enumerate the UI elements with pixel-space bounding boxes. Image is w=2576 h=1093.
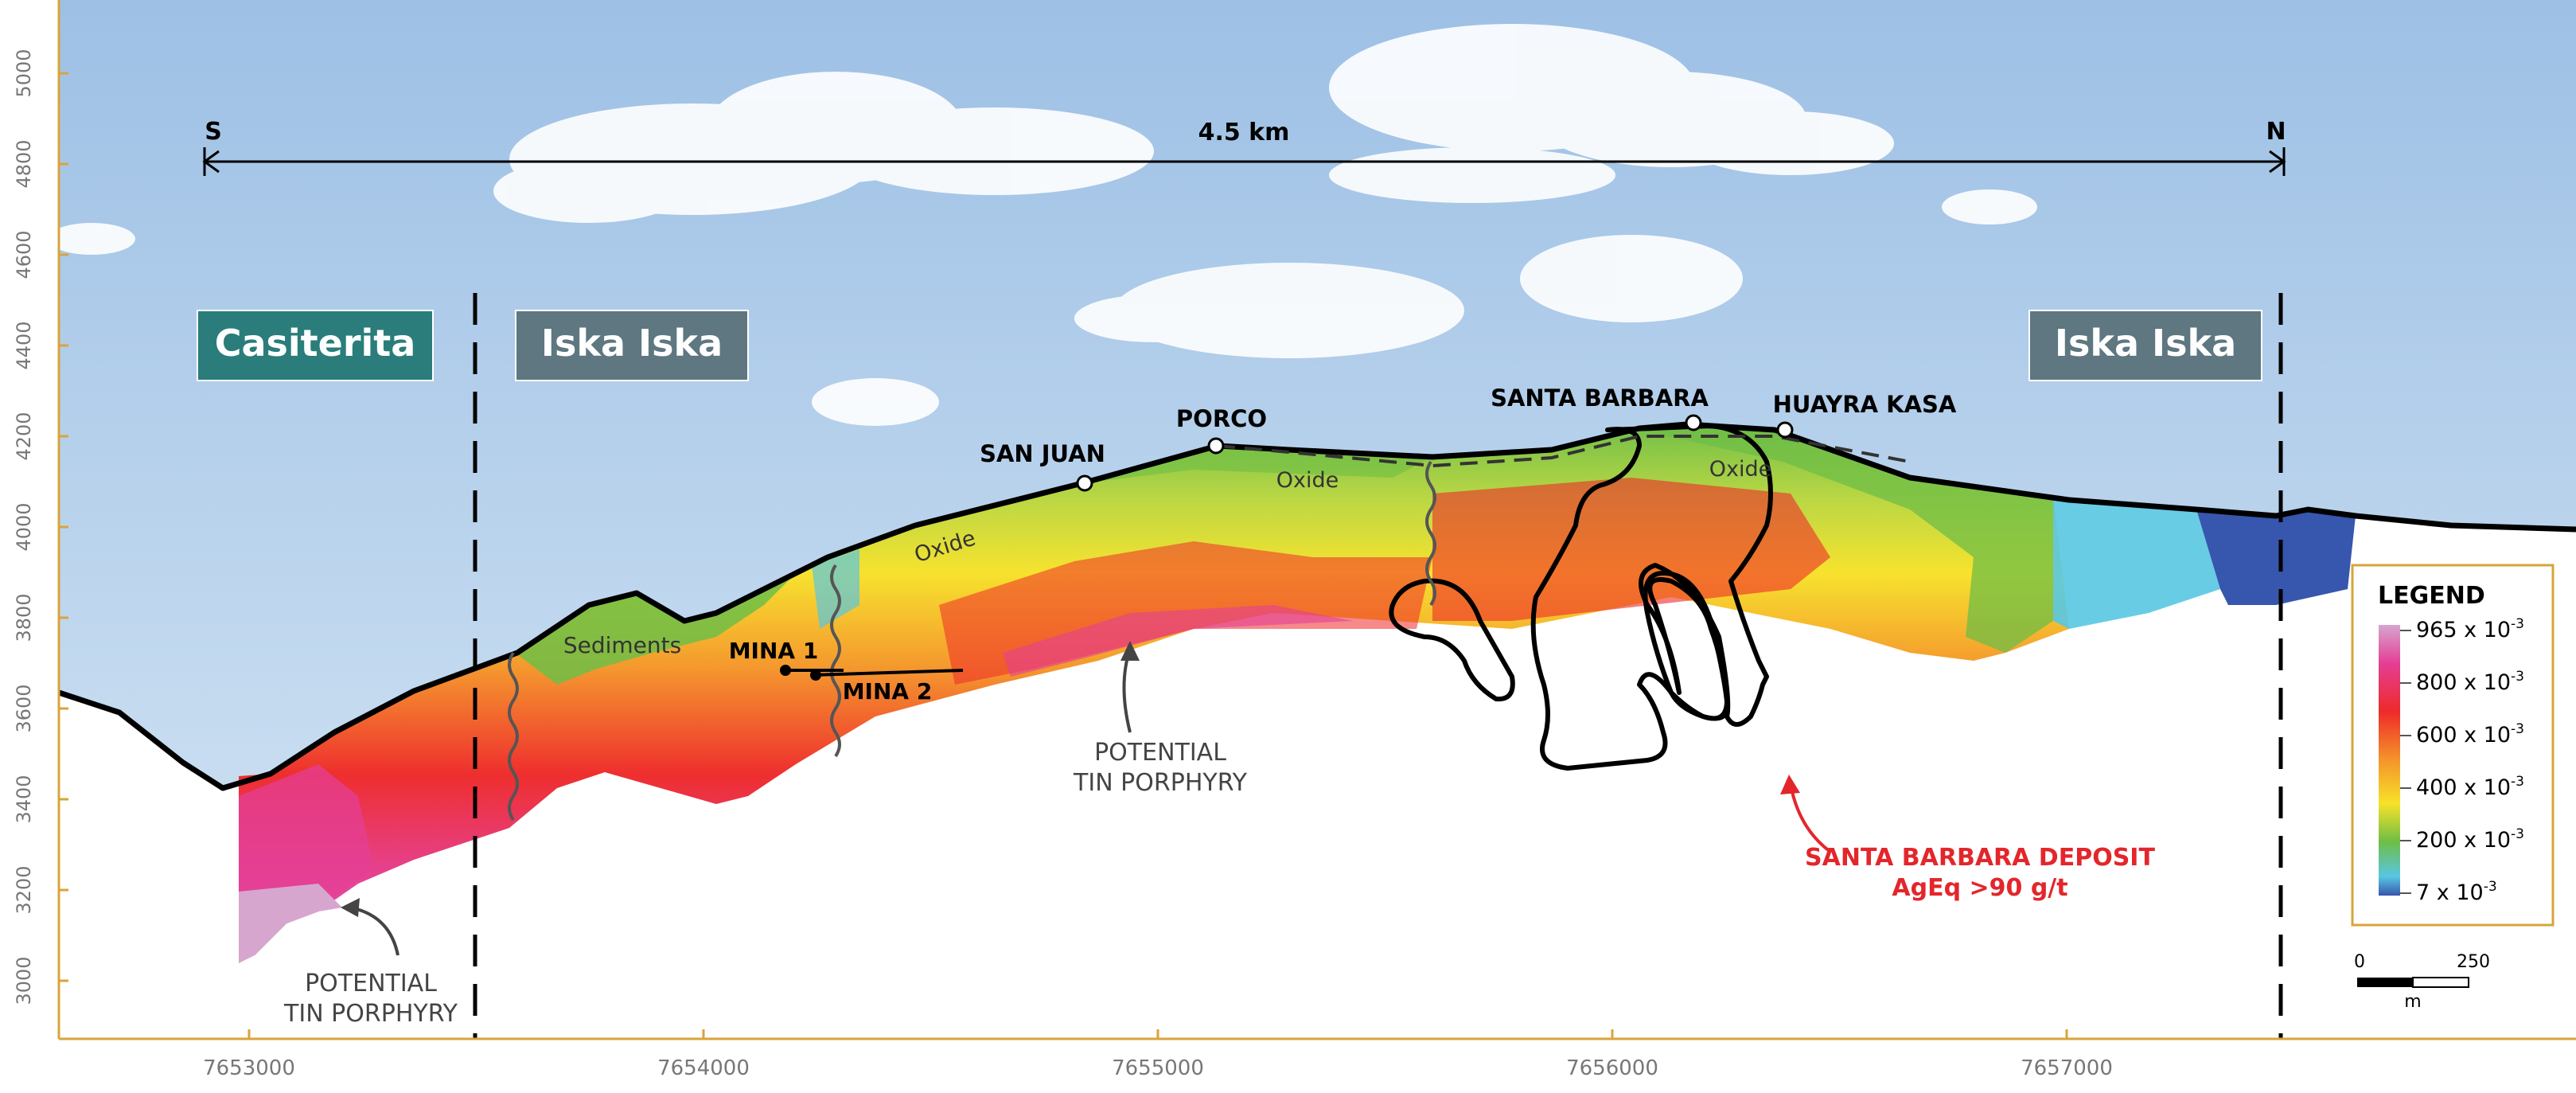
mina-1-label: MINA 1	[729, 638, 819, 664]
y-tick-label: 5000	[13, 49, 35, 97]
site-san-juan: SAN JUAN	[980, 440, 1105, 492]
north-label: N	[2266, 118, 2286, 146]
svg-text:SAN JUAN: SAN JUAN	[980, 440, 1105, 467]
y-tick-label: 3200	[13, 865, 35, 914]
svg-text:Casiterita: Casiterita	[215, 322, 416, 365]
y-tick-label: 3600	[13, 684, 35, 732]
svg-text:POTENTIAL: POTENTIAL	[305, 970, 437, 997]
x-tick-label: 7657000	[2021, 1056, 2113, 1080]
section-boundaries	[473, 293, 2283, 1039]
oxide-label-2: Oxide	[1709, 457, 1771, 482]
legend-value-label: 400 x 10-3	[2416, 774, 2524, 800]
legend-value-label: 200 x 10-3	[2416, 826, 2524, 853]
potential-tin-porphyry-left: POTENTIAL TIN PORPHYRY	[283, 898, 458, 1028]
drill-holes	[508, 460, 1436, 822]
scale-length-label: 4.5 km	[1198, 119, 1290, 146]
potential-tin-porphyry-center: POTENTIAL TIN PORPHYRY	[1073, 641, 1248, 797]
x-tick-label: 7654000	[657, 1056, 750, 1080]
svg-text:Iska Iska: Iska Iska	[541, 322, 723, 365]
svg-text:TIN PORPHYRY: TIN PORPHYRY	[283, 1000, 458, 1028]
topography-line	[57, 421, 2576, 791]
legend: LEGEND 965 x 10-3 800 x 10-3 600 x 10-3 400…	[2351, 564, 2555, 927]
svg-text:SANTA BARBARA DEPOSIT: SANTA BARBARA DEPOSIT	[1805, 844, 2155, 872]
y-tick-label: 4600	[13, 230, 35, 279]
santa-barbara-deposit-callout: SANTA BARBARA DEPOSIT AgEq >90 g/t	[1780, 775, 2155, 902]
svg-text:HUAYRA KASA: HUAYRA KASA	[1773, 391, 1957, 418]
distance-arrow	[202, 147, 2286, 176]
sediments-label: Sediments	[563, 632, 681, 658]
site-huayra-kasa: HUAYRA KASA	[1773, 391, 1957, 439]
y-tick-label: 3800	[13, 593, 35, 642]
south-label: S	[205, 118, 222, 146]
svg-text:SANTA BARBARA: SANTA BARBARA	[1491, 385, 1709, 412]
x-tick-label: 7653000	[203, 1056, 295, 1080]
svg-text:POTENTIAL: POTENTIAL	[1094, 739, 1226, 767]
x-tick-label: 7655000	[1112, 1056, 1204, 1080]
mina-2-label: MINA 2	[843, 678, 933, 705]
scale-bar: 0 250 m	[2354, 952, 2490, 1012]
legend-value-label: 600 x 10-3	[2416, 721, 2524, 748]
site-santa-barbara: SANTA BARBARA	[1491, 385, 1709, 431]
y-tick-label: 3000	[13, 956, 35, 1005]
svg-text:PORCO: PORCO	[1176, 405, 1267, 432]
y-tick-label: 4200	[13, 412, 35, 460]
y-tick-label: 4000	[13, 502, 35, 551]
legend-color-bar	[2379, 625, 2400, 896]
ore-body-outlines	[1389, 424, 1773, 771]
y-tick-label: 3400	[13, 775, 35, 823]
svg-text:TIN PORPHYRY: TIN PORPHYRY	[1073, 769, 1248, 797]
svg-text:AgEq >90 g/t: AgEq >90 g/t	[1892, 874, 2067, 902]
legend-title: LEGEND	[2378, 582, 2485, 610]
zone-label-iska-iska-right: Iska Iska	[2028, 310, 2262, 381]
y-tick-label: 4400	[13, 321, 35, 369]
legend-value-label: 800 x 10-3	[2416, 669, 2524, 695]
oxide-label-1: Oxide	[1276, 468, 1339, 493]
site-porco: PORCO	[1176, 405, 1267, 455]
zone-label-iska-iska-left: Iska Iska	[515, 310, 749, 381]
svg-text:Iska Iska: Iska Iska	[2055, 322, 2236, 365]
svg-text:m: m	[2404, 992, 2421, 1012]
mine-workings	[780, 665, 964, 681]
x-tick-label: 7656000	[1566, 1056, 1658, 1080]
svg-text:250: 250	[2457, 952, 2490, 972]
y-tick-label: 4800	[13, 139, 35, 188]
axes: 5000 4800 4600 4400 4200 4000 3800 3600 3400 3200…	[13, 0, 2576, 1080]
legend-value-label: 965 x 10-3	[2416, 616, 2524, 642]
svg-text:0: 0	[2354, 952, 2365, 972]
oxide-boundary-dashed	[1217, 435, 1911, 468]
zone-label-casiterita: Casiterita	[197, 310, 434, 381]
